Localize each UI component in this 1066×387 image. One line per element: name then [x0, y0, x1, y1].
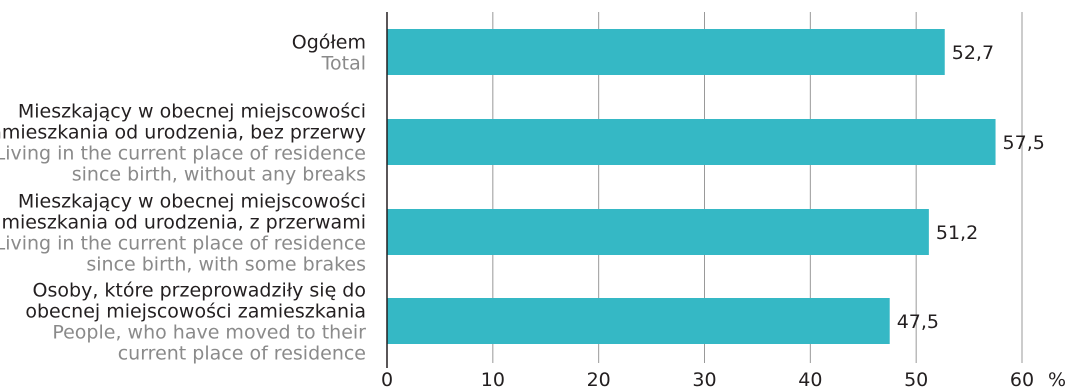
- category-label-en: Total: [321, 53, 366, 75]
- data-label: 51,2: [936, 222, 978, 244]
- x-tick-label: 60: [1010, 369, 1034, 387]
- category-label-pl: zamieszkania od urodzenia, z przerwami: [0, 212, 366, 234]
- category-label-en: since birth, with some brakes: [86, 254, 366, 276]
- x-tick-label: 10: [481, 369, 505, 387]
- category-label-pl: Ogółem: [292, 32, 366, 54]
- x-tick-label: 40: [798, 369, 822, 387]
- bar: [387, 29, 945, 75]
- category-label-en: People, who have moved to their: [52, 322, 366, 344]
- category-label-en: since birth, without any breaks: [72, 164, 366, 186]
- category-label-en: Living in the current place of residence: [0, 233, 366, 255]
- category-label-en: current place of residence: [118, 343, 366, 365]
- bar: [387, 298, 890, 344]
- category-label-pl: Osoby, które przeprowadziły się do: [33, 280, 366, 302]
- x-tick-label: 0: [381, 369, 393, 387]
- bars: [387, 29, 996, 344]
- category-label-en: Living in the current place of residence: [0, 143, 366, 165]
- category-label-pl: zamieszkania od urodzenia, bez przerwy: [0, 122, 366, 144]
- category-label-pl: obecnej miejscowości zamieszkania: [25, 301, 366, 323]
- data-label: 52,7: [952, 42, 994, 64]
- x-tick-label: 50: [904, 369, 928, 387]
- data-label: 57,5: [1003, 132, 1045, 154]
- x-tick-label: 30: [692, 369, 716, 387]
- value-labels: 52,7 57,5 51,2 47,5: [897, 42, 1045, 333]
- category-label-pl: Mieszkający w obecnej miejscowości: [18, 191, 366, 213]
- data-label: 47,5: [897, 311, 939, 333]
- bar: [387, 209, 929, 255]
- bar: [387, 119, 996, 165]
- category-label-pl: Mieszkający w obecnej miejscowości: [18, 101, 366, 123]
- x-unit-label: %: [1048, 369, 1066, 387]
- x-tick-label: 20: [587, 369, 611, 387]
- x-tick-labels: 0 10 20 30 40 50 60%: [381, 369, 1066, 387]
